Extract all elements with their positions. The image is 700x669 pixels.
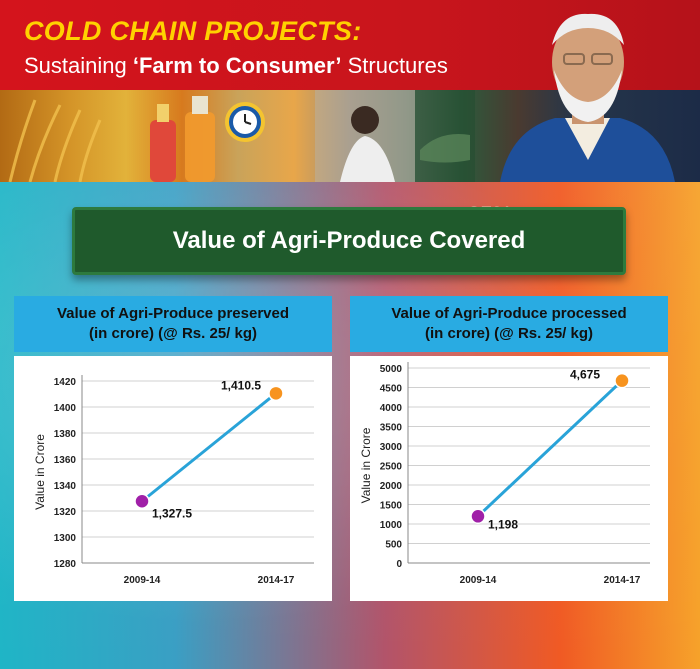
chart-panel-processed: Value of Agri-Produce processed (in cror… <box>350 296 668 601</box>
y-tick-label: 1500 <box>380 501 403 512</box>
y-axis-label: Value in Crore <box>359 427 373 503</box>
y-tick-label: 1320 <box>54 507 77 518</box>
y-axis-label: Value in Crore <box>33 434 47 510</box>
subtitle-post: Structures <box>341 53 448 78</box>
header-title: COLD CHAIN PROJECTS: <box>24 16 362 46</box>
series-line <box>476 379 624 518</box>
header-subtitle: Sustaining ‘Farm to Consumer’ Structures <box>24 53 448 79</box>
y-tick-label: 1380 <box>54 429 77 440</box>
chart-body: 0 500 1000 1500 2000 2500 3000 3500 4000 4500 5000… <box>350 356 668 601</box>
chart-title-box: Value of Agri-Produce preserved (in cror… <box>14 296 332 352</box>
x-tick-label: 2014-17 <box>258 575 295 586</box>
y-tick-label: 1300 <box>54 533 77 544</box>
y-tick-label: 1340 <box>54 481 77 492</box>
data-point <box>268 385 284 402</box>
data-label: 4,675 <box>570 368 600 382</box>
banner-text: Value of Agri-Produce Covered <box>172 227 526 254</box>
data-point <box>134 493 150 509</box>
y-tick-label: 3000 <box>380 442 403 453</box>
data-label: 1,198 <box>488 517 518 531</box>
x-tick-label: 2014-17 <box>604 575 641 586</box>
y-tick-label: 1280 <box>54 559 77 570</box>
lab-image <box>315 90 415 182</box>
y-tick-label: 2500 <box>380 462 403 473</box>
y-tick-label: 1000 <box>380 520 403 531</box>
leader-portrait <box>500 13 675 182</box>
series-line <box>141 392 277 503</box>
subtitle-pre: Sustaining <box>24 53 133 78</box>
chart-processed: 0 500 1000 1500 2000 2500 3000 3500 4000 4500 5000… <box>359 362 650 586</box>
chart-body: 1280 1300 1320 1340 1360 1380 1400 1420 2009-14 2… <box>14 356 332 601</box>
chart-title-box: Value of Agri-Produce processed (in cror… <box>350 296 668 352</box>
y-tick-label: 0 <box>396 559 402 570</box>
cow-image <box>415 90 475 182</box>
y-tick-label: 1420 <box>54 377 77 388</box>
bottles-image <box>150 96 215 182</box>
subtitle-bold: ‘Farm to Consumer’ <box>132 53 342 78</box>
y-tick-label: 2000 <box>380 481 403 492</box>
y-tick-label: 4000 <box>380 403 403 414</box>
chart-preserved: 1280 1300 1320 1340 1360 1380 1400 1420 2009-14 2… <box>33 375 314 586</box>
data-point <box>614 372 630 389</box>
photo-collage <box>8 90 475 182</box>
chart-panel-preserved: Value of Agri-Produce preserved (in cror… <box>14 296 332 601</box>
wheat-image <box>8 99 102 182</box>
y-tick-label: 4500 <box>380 384 403 395</box>
data-label: 1,410.5 <box>221 378 261 392</box>
y-tick-label: 1360 <box>54 455 77 466</box>
x-tick-label: 2009-14 <box>124 575 161 586</box>
y-tick-label: 1400 <box>54 403 77 414</box>
clock-gear-icon <box>225 102 265 142</box>
data-label: 1,327.5 <box>152 506 192 520</box>
chart-title: Value of Agri-Produce processed (in cror… <box>391 305 627 342</box>
y-tick-label: 3500 <box>380 423 403 434</box>
y-tick-label: 500 <box>385 540 402 551</box>
data-point <box>470 508 486 525</box>
y-tick-label: 5000 <box>380 364 403 375</box>
x-tick-label: 2009-14 <box>460 575 497 586</box>
chart-title: Value of Agri-Produce preserved (in cror… <box>56 305 290 342</box>
section-banner: Value of Agri-Produce Covered <box>72 207 626 275</box>
